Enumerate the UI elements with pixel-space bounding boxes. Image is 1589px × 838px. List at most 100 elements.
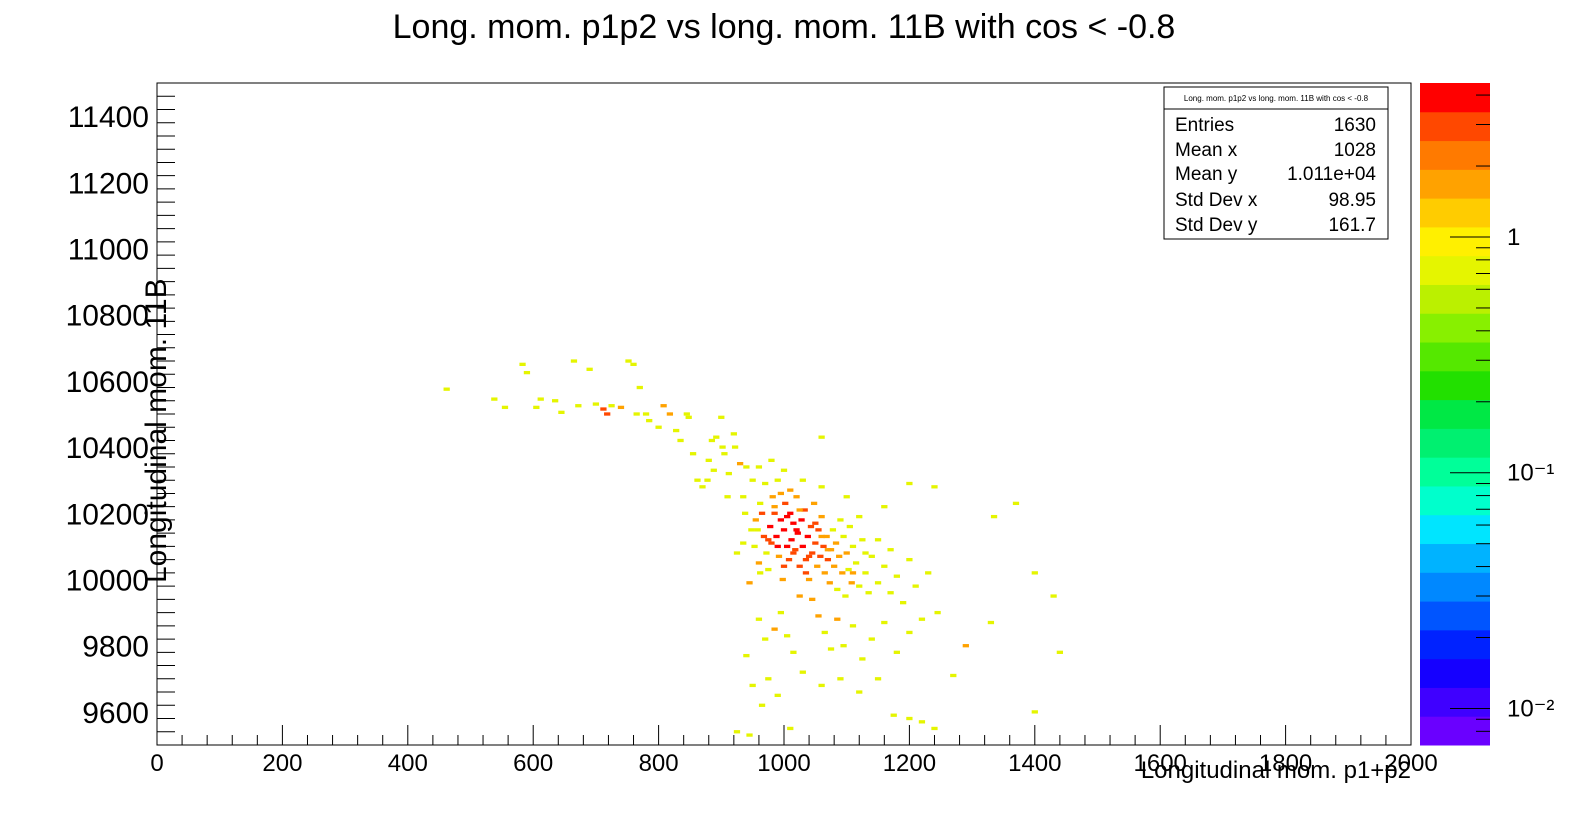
x-tick-label: 200 [262,750,302,777]
heatmap-cell [710,468,717,472]
palette-band [1420,111,1490,142]
heatmap-cell [719,445,726,449]
heatmap-cells [443,359,1064,737]
heatmap-cell [765,538,772,542]
heatmap-cell [934,610,941,615]
heatmap-cell [787,488,794,492]
heatmap-cell [824,548,832,552]
y-axis-label: Longitudinal mom. 11B [140,278,173,583]
heatmap-cell [793,528,800,532]
heatmap-cell [893,574,900,578]
heatmap-cell [630,362,637,367]
heatmap-cell [768,541,775,545]
heatmap-cell [705,458,712,462]
heatmap-cell [749,683,756,688]
heatmap-cell [918,617,926,621]
x-axis-label: Longitudinal mom. p1+p2 [1141,757,1411,784]
heatmap-cell [586,367,593,371]
heatmap-cell [843,551,850,555]
heatmap-cell [666,412,674,416]
palette-band [1420,370,1490,401]
heatmap-cell [906,630,913,635]
heatmap-cell [777,610,784,615]
heatmap-cell [818,514,825,519]
heatmap-cell [754,528,761,532]
heatmap-cell [779,577,786,582]
heatmap-cell [827,647,835,651]
heatmap-cell [784,514,791,519]
y-tick-label: 11400 [68,101,149,134]
heatmap-cell [600,407,607,411]
heatmap-cell [749,478,756,482]
heatmap-cell [845,567,852,572]
heatmap-cell [834,617,841,621]
heatmap-cell [740,495,747,499]
heatmap-cell [519,362,526,367]
heatmap-cell [899,601,907,605]
heatmap-cell [849,624,857,628]
heatmap-cell [815,528,822,532]
heatmap-cell [809,551,816,555]
y-tick-label: 10400 [66,432,149,465]
heatmap-cell [856,690,863,694]
heatmap-cell [784,634,791,638]
heatmap-cell [780,528,788,532]
heatmap-cell [741,511,749,515]
heatmap-cell [821,571,828,575]
heatmap-cell [814,564,821,568]
y-tick-label: 10000 [66,565,149,598]
y-tick-label: 9800 [82,631,149,664]
heatmap-cell [809,597,816,602]
stats-entries-value: 1630 [1334,115,1376,136]
heatmap-cell [881,505,888,509]
heatmap-cell [746,581,753,585]
heatmap-cell [805,554,813,558]
palette-band [1420,342,1490,372]
heatmap-cell [862,571,869,575]
heatmap-cell [881,620,888,625]
heatmap-cell [1031,571,1038,575]
heatmap-cell [733,730,741,734]
heatmap-cell [798,518,805,522]
heatmap-cell [655,425,662,429]
heatmap-cell [796,508,803,512]
heatmap-cell [743,653,750,658]
heatmap-cell [780,468,788,472]
stats-meanx-value: 1028 [1334,140,1376,161]
stats-stddevy-label: Std Dev y [1175,215,1258,236]
stats-box-title: Long. mom. p1p2 vs long. mom. 11B with c… [1184,94,1369,103]
palette-band [1420,687,1490,717]
palette-band [1420,572,1490,602]
heatmap-cell [836,554,843,558]
x-tick-label: 1800 [1259,750,1312,777]
heatmap-cell [768,458,775,462]
heatmap-cell [906,481,913,486]
heatmap-cell [769,495,776,499]
heatmap-cell [785,557,793,562]
heatmap-cell [829,528,837,532]
heatmap-cell [755,617,763,621]
heatmap-cell [840,644,847,648]
heatmap-cell [962,644,969,648]
heatmap-cell [677,438,684,443]
heatmap-cell [793,495,800,499]
heatmap-cell [831,564,838,568]
palette-band [1420,658,1490,688]
heatmap-cell [820,544,827,549]
palette-band [1420,399,1490,429]
y-tick-label: 10600 [66,366,149,399]
x-tick-label: 1000 [757,750,810,777]
heatmap-cell [840,534,847,539]
heatmap-cell [537,397,544,401]
heatmap-cell [818,683,825,688]
heatmap-cell [802,557,810,562]
heatmap-cell [765,567,772,572]
heatmap-cell [774,544,781,549]
heatmap-cell [777,518,784,522]
stats-stddevx-label: Std Dev x [1175,190,1258,211]
heatmap-cell [762,481,769,486]
heatmap-cell [685,415,692,419]
heatmap-cell [868,637,875,641]
heatmap-cell [748,528,755,532]
heatmap-cell [765,677,772,681]
